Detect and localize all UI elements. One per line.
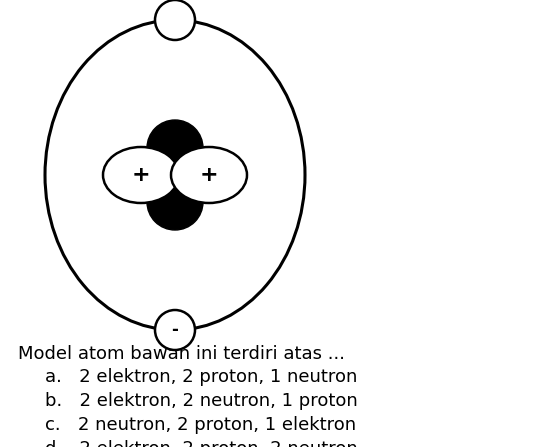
Text: Model atom bawah ini terdiri atas ...: Model atom bawah ini terdiri atas ...: [18, 345, 345, 363]
Text: +: +: [132, 165, 150, 185]
Text: b.   2 elektron, 2 neutron, 1 proton: b. 2 elektron, 2 neutron, 1 proton: [45, 392, 358, 410]
Circle shape: [155, 0, 195, 40]
Text: c.   2 neutron, 2 proton, 1 elektron: c. 2 neutron, 2 proton, 1 elektron: [45, 416, 356, 434]
Circle shape: [147, 120, 203, 176]
Text: -: -: [172, 321, 179, 339]
Ellipse shape: [103, 147, 179, 203]
Text: a.   2 elektron, 2 proton, 1 neutron: a. 2 elektron, 2 proton, 1 neutron: [45, 368, 357, 386]
Circle shape: [155, 310, 195, 350]
Ellipse shape: [171, 147, 247, 203]
Text: +: +: [200, 165, 218, 185]
Circle shape: [147, 174, 203, 230]
Text: d.   2 elektron, 2 proton, 2 neutron: d. 2 elektron, 2 proton, 2 neutron: [45, 440, 358, 447]
